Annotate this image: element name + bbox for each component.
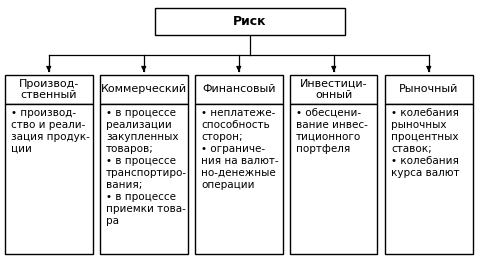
FancyBboxPatch shape — [5, 75, 92, 104]
FancyBboxPatch shape — [385, 104, 472, 254]
FancyBboxPatch shape — [290, 75, 378, 104]
Text: Финансовый: Финансовый — [202, 84, 276, 94]
Text: • колебания
рыночных
процентных
ставок;
• колебания
курса валют: • колебания рыночных процентных ставок; … — [391, 108, 460, 178]
Text: • в процессе
реализации
закупленных
товаров;
• в процессе
транспортиро-
вания;
•: • в процессе реализации закупленных това… — [106, 108, 187, 226]
Text: • производ-
ство и реали-
зация продук-
ции: • производ- ство и реали- зация продук- … — [11, 108, 90, 154]
FancyBboxPatch shape — [155, 8, 345, 35]
FancyBboxPatch shape — [100, 104, 188, 254]
Text: • неплатеже-
способность
сторон;
• ограниче-
ния на валют-
но-денежные
операции: • неплатеже- способность сторон; • огран… — [201, 108, 278, 190]
FancyBboxPatch shape — [195, 75, 282, 104]
Text: Риск: Риск — [233, 15, 267, 28]
Text: Производ-
ственный: Производ- ственный — [18, 78, 79, 100]
FancyBboxPatch shape — [195, 104, 282, 254]
Text: Рыночный: Рыночный — [399, 84, 458, 94]
FancyBboxPatch shape — [100, 75, 188, 104]
FancyBboxPatch shape — [385, 75, 472, 104]
Text: • обесцени-
вание инвес-
тиционного
портфеля: • обесцени- вание инвес- тиционного порт… — [296, 108, 368, 154]
FancyBboxPatch shape — [290, 104, 378, 254]
Text: Инвестици-
онный: Инвестици- онный — [300, 78, 368, 100]
Text: Коммерческий: Коммерческий — [100, 84, 187, 94]
FancyBboxPatch shape — [5, 104, 92, 254]
